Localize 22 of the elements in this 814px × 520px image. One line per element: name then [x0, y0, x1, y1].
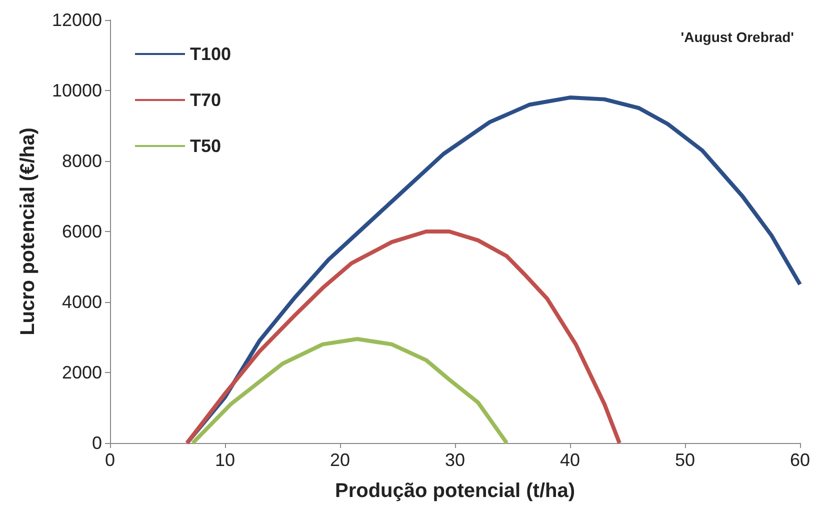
- line-series: [185, 230, 622, 445]
- x-tick-label: 40: [560, 450, 580, 470]
- line-series: [190, 337, 509, 445]
- y-tick-label: 0: [92, 433, 102, 453]
- x-tick-label: 10: [214, 450, 236, 470]
- x-tick-label: 20: [330, 450, 350, 470]
- x-tick-label: 0: [104, 450, 116, 470]
- legend-label: T50: [190, 136, 222, 156]
- y-tick-label: 4000: [62, 292, 102, 312]
- y-axis-title: Lucro potencial (€/ha): [17, 128, 39, 336]
- legend-label: T100: [190, 44, 232, 64]
- y-tick-label: 8000: [62, 151, 102, 171]
- annotation: 'August Orebrad': [680, 29, 794, 45]
- y-tick-label: 6000: [62, 222, 102, 242]
- legend-label: T70: [190, 90, 222, 110]
- x-tick-label: 50: [674, 450, 696, 470]
- x-axis-title: Produção potencial (t/ha): [334, 480, 576, 502]
- y-tick-label: 10000: [52, 80, 102, 100]
- y-tick-label: 12000: [52, 10, 102, 30]
- y-tick-label: 2000: [62, 362, 102, 382]
- x-tick-label: 30: [444, 450, 466, 470]
- x-tick-label: 60: [790, 450, 810, 470]
